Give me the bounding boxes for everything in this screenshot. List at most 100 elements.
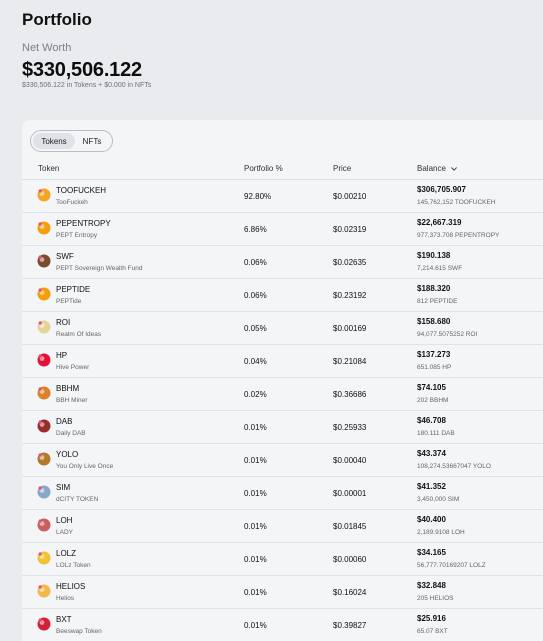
token-price: $0.00210	[333, 192, 367, 201]
token-name: Realm Of Ideas	[56, 331, 102, 338]
portfolio-percent: 92.80%	[244, 192, 272, 201]
token-symbol: DAB	[56, 417, 73, 426]
portfolio-percent: 0.01%	[244, 456, 267, 465]
token-price: $0.01845	[333, 522, 367, 531]
balance-amount: 3,450,000 SIM	[417, 496, 460, 503]
asset-type-toggle: Tokens NFTs	[30, 130, 113, 152]
balance-value: $137.273	[417, 350, 451, 359]
table-row[interactable]: ROI Realm Of Ideas 0.05% $0.00169 $158.680 94…	[22, 312, 543, 345]
balance-value: $25.916	[417, 614, 446, 623]
lolz-token-icon	[37, 551, 51, 565]
column-header-balance-label: Balance	[417, 164, 446, 173]
portfolio-percent: 0.05%	[244, 324, 267, 333]
table-row[interactable]: SWF PEPT Sovereign Wealth Fund 0.06% $0.026…	[22, 246, 543, 279]
table-row[interactable]: PEPENTROPY PEPT Entropy 6.86% $0.02319 $22,6…	[22, 213, 543, 246]
table-row[interactable]: BBHM BBH Miner 0.02% $0.36686 $74.105 202 BBH…	[22, 378, 543, 411]
toofuckeh-token-icon	[37, 188, 51, 202]
table-row[interactable]: HP Hive Power 0.04% $0.21084 $137.273 651.085…	[22, 345, 543, 378]
column-header-portfolio-pct[interactable]: Portfolio %	[244, 164, 283, 173]
token-name: dCITY TOKEN	[56, 496, 99, 503]
token-name: LADY	[56, 529, 73, 536]
balance-amount: 56,777.70169207 LOLZ	[417, 562, 486, 569]
token-symbol: LOLZ	[56, 549, 77, 558]
token-price: $0.36686	[333, 390, 367, 399]
token-price: $0.02319	[333, 225, 367, 234]
balance-value: $306,705.907	[417, 185, 466, 194]
balance-value: $32.848	[417, 581, 446, 590]
table-row[interactable]: HELIOS Helios 0.01% $0.16024 $32.848 205 HELI…	[22, 576, 543, 609]
token-price: $0.39827	[333, 621, 367, 630]
token-symbol: PEPENTROPY	[56, 219, 111, 228]
page-title: Portfolio	[22, 10, 92, 29]
balance-value: $43.374	[417, 449, 446, 458]
token-price: $0.00169	[333, 324, 367, 333]
portfolio-percent: 6.86%	[244, 225, 267, 234]
bxt-token-icon	[37, 617, 51, 631]
balance-value: $46.708	[417, 416, 446, 425]
table-header: Token Portfolio % Price Balance	[22, 158, 543, 180]
portfolio-percent: 0.01%	[244, 423, 267, 432]
table-row[interactable]: PEPTIDE PEPTide 0.06% $0.23192 $188.320 812 P…	[22, 279, 543, 312]
token-symbol: HP	[56, 351, 68, 360]
balance-value: $41.352	[417, 482, 446, 491]
table-row[interactable]: BXT Beeswap Token 0.01% $0.39827 $25.916 65.0…	[22, 609, 543, 641]
swf-token-icon	[37, 254, 51, 268]
table-row[interactable]: LOH LADY 0.01% $0.01845 $40.400 2,189.9108 LO…	[22, 510, 543, 543]
sim-token-icon	[37, 485, 51, 499]
token-symbol: TOOFUCKEH	[56, 186, 107, 195]
token-name: BBH Miner	[56, 397, 88, 404]
portfolio-percent: 0.01%	[244, 588, 267, 597]
peptide-token-icon	[37, 287, 51, 301]
table-row[interactable]: YOLO You Only Live Once 0.01% $0.00040 $43.3…	[22, 444, 543, 477]
balance-amount: 2,189.9108 LOH	[417, 529, 465, 536]
token-price: $0.21084	[333, 357, 367, 366]
portfolio-percent: 0.01%	[244, 621, 267, 630]
token-name: You Only Live Once	[56, 463, 114, 470]
balance-value: $190.138	[417, 251, 451, 260]
balance-value: $34.165	[417, 548, 446, 557]
pepentropy-token-icon	[37, 221, 51, 235]
balance-amount: 651.085 HP	[417, 364, 452, 371]
roi-token-icon	[37, 320, 51, 334]
portfolio-percent: 0.04%	[244, 357, 267, 366]
token-symbol: SWF	[56, 252, 74, 261]
portfolio-percent: 0.06%	[244, 258, 267, 267]
portfolio-card: Tokens NFTs Token Portfolio % Price Bala…	[22, 120, 543, 641]
token-name: PEPT Sovereign Wealth Fund	[56, 265, 143, 272]
column-header-balance[interactable]: Balance	[417, 164, 458, 173]
column-header-token[interactable]: Token	[38, 164, 60, 173]
token-price: $0.25933	[333, 423, 367, 432]
balance-amount: 180.111 DAB	[417, 430, 455, 437]
balance-amount: 977,373.708 PEPENTROPY	[417, 232, 500, 239]
column-header-price[interactable]: Price	[333, 164, 352, 173]
table-row[interactable]: DAB Daily DAB 0.01% $0.25933 $46.708 180.111 …	[22, 411, 543, 444]
balance-amount: 7,214.615 SWF	[417, 265, 463, 272]
token-price: $0.02635	[333, 258, 367, 267]
portfolio-percent: 0.01%	[244, 522, 267, 531]
token-name: Beeswap Token	[56, 628, 102, 635]
nfts-tab[interactable]: NFTs	[82, 136, 102, 146]
balance-value: $158.680	[417, 317, 451, 326]
net-worth-value: $330,506.122	[22, 59, 142, 81]
dab-token-icon	[37, 419, 51, 433]
token-price: $0.00060	[333, 555, 367, 564]
token-name: Daily DAB	[56, 430, 86, 437]
token-name: PEPT Entropy	[56, 232, 98, 239]
balance-value: $22,667.319	[417, 218, 462, 227]
portfolio-percent: 0.01%	[244, 489, 267, 498]
token-list: TOOFUCKEH TooFuckeh 92.80% $0.00210 $306,705…	[22, 180, 543, 641]
chevron-down-icon	[451, 166, 457, 171]
token-symbol: HELIOS	[56, 582, 86, 591]
tokens-tab[interactable]: Tokens	[33, 133, 75, 149]
balance-amount: 205 HELIOS	[417, 595, 454, 602]
token-symbol: ROI	[56, 318, 71, 327]
token-price: $0.00001	[333, 489, 367, 498]
hive-power-icon	[37, 353, 51, 367]
token-name: LOLz Token	[56, 562, 91, 569]
balance-value: $40.400	[417, 515, 446, 524]
helios-token-icon	[37, 584, 51, 598]
table-row[interactable]: SIM dCITY TOKEN 0.01% $0.00001 $41.352 3,450,…	[22, 477, 543, 510]
token-symbol: PEPTIDE	[56, 285, 91, 294]
table-row[interactable]: LOLZ LOLz Token 0.01% $0.00060 $34.165 56,777…	[22, 543, 543, 576]
table-row[interactable]: TOOFUCKEH TooFuckeh 92.80% $0.00210 $306,705…	[22, 180, 543, 213]
